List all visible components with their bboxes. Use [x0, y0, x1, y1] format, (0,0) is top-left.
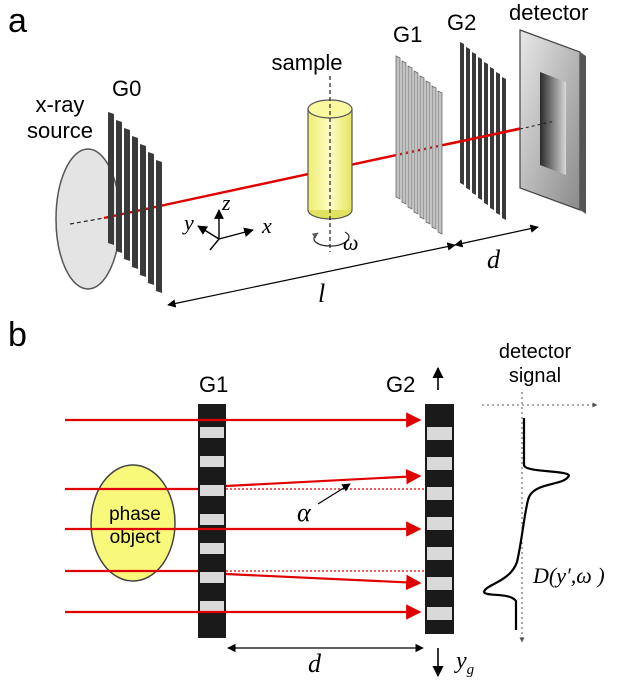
g0-label: G0 — [112, 76, 141, 101]
grating-g1-column — [198, 404, 226, 638]
grating-g1 — [395, 55, 443, 235]
axis-x-label: x — [261, 213, 272, 238]
xray-source-label-1: x-ray — [36, 92, 85, 117]
phase-object-label-2: object — [110, 527, 161, 548]
sample-cylinder — [307, 76, 353, 252]
grating-g2 — [460, 42, 506, 220]
distance-d-label-b: d — [308, 649, 322, 678]
detector-signal-curve — [482, 418, 570, 630]
grating-g2-column — [425, 404, 454, 634]
signal-function-label: D(y′,ω ) — [532, 563, 605, 588]
detector-signal-label-2: signal — [509, 365, 561, 387]
beam-dashed-start — [69, 217, 105, 225]
alpha-label: α — [297, 498, 312, 527]
g2-label-a: G2 — [447, 10, 476, 35]
phase-object — [90, 464, 176, 582]
phase-object-label-1: phase — [109, 504, 161, 525]
omega-label: ω — [343, 230, 359, 255]
distance-d-arrow-a — [454, 224, 539, 248]
undeflected-dotted-lines — [226, 488, 425, 572]
yg-label: yg — [454, 648, 475, 678]
distance-l-arrow — [167, 242, 456, 308]
panel-b-label: b — [8, 316, 27, 354]
coordinate-axes — [197, 209, 254, 251]
detector-signal-label-1: detector — [499, 341, 572, 363]
distance-d-label-a: d — [487, 245, 501, 274]
xray-source-label-2: source — [27, 118, 93, 143]
panel-a: a x-ray source G0 sample ω — [8, 0, 589, 308]
panel-a-label: a — [8, 2, 27, 40]
sample-label: sample — [272, 50, 343, 75]
yg-base: y — [454, 648, 467, 674]
yg-subscript: g — [467, 662, 475, 678]
axis-y-label: y — [182, 210, 194, 235]
detector-label-a: detector — [509, 0, 589, 25]
g1-label-b: G1 — [199, 372, 228, 397]
alpha-pointer — [317, 483, 351, 505]
grating-g0 — [108, 112, 162, 293]
detector-box — [519, 29, 586, 214]
g2-label-b: G2 — [386, 372, 415, 397]
beams-panel-b — [65, 412, 422, 620]
panel-b: b phase object G1 — [8, 316, 605, 678]
distance-l-label: l — [318, 279, 325, 308]
axis-z-label: z — [221, 190, 231, 215]
g1-label-a: G1 — [393, 22, 422, 47]
